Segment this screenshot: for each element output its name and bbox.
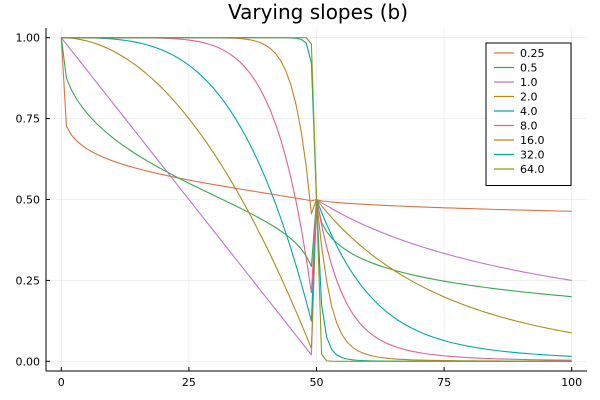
series-line-64-0 [61,37,572,362]
axes [45,28,587,372]
legend-label: 64.0 [520,163,545,176]
legend-label: 32.0 [520,149,545,162]
legend-label: 1.0 [520,76,538,89]
y-tick-label: 1.00 [16,32,41,45]
x-tick-label: 25 [182,376,196,389]
y-tick-label: 0.00 [16,355,41,368]
legend-label: 16.0 [520,134,545,147]
x-tick-label: 75 [437,376,451,389]
y-tick-label: 0.50 [16,194,41,207]
legend-label: 8.0 [520,120,538,133]
legend-label: 0.5 [520,62,538,75]
legend-label: 2.0 [520,91,538,104]
x-tick-label: 100 [561,376,582,389]
legend-box [485,42,572,186]
y-tick-label: 0.75 [16,113,41,126]
legend-label: 0.25 [520,47,545,60]
legend: 0.25 0.51.0 2.04.0 8.016.0 32.064.0 [485,42,572,186]
series-lines [60,37,572,362]
x-tick-label: 50 [310,376,324,389]
y-tick-label: 0.25 [16,274,41,287]
chart-title: Varying slopes (b) [228,0,408,24]
x-tick-label: 0 [58,376,65,389]
tick-labels: 0 25 50 75 100 0.00 0.25 0.50 0.75 1.00 [16,32,583,389]
legend-label: 4.0 [520,105,538,118]
